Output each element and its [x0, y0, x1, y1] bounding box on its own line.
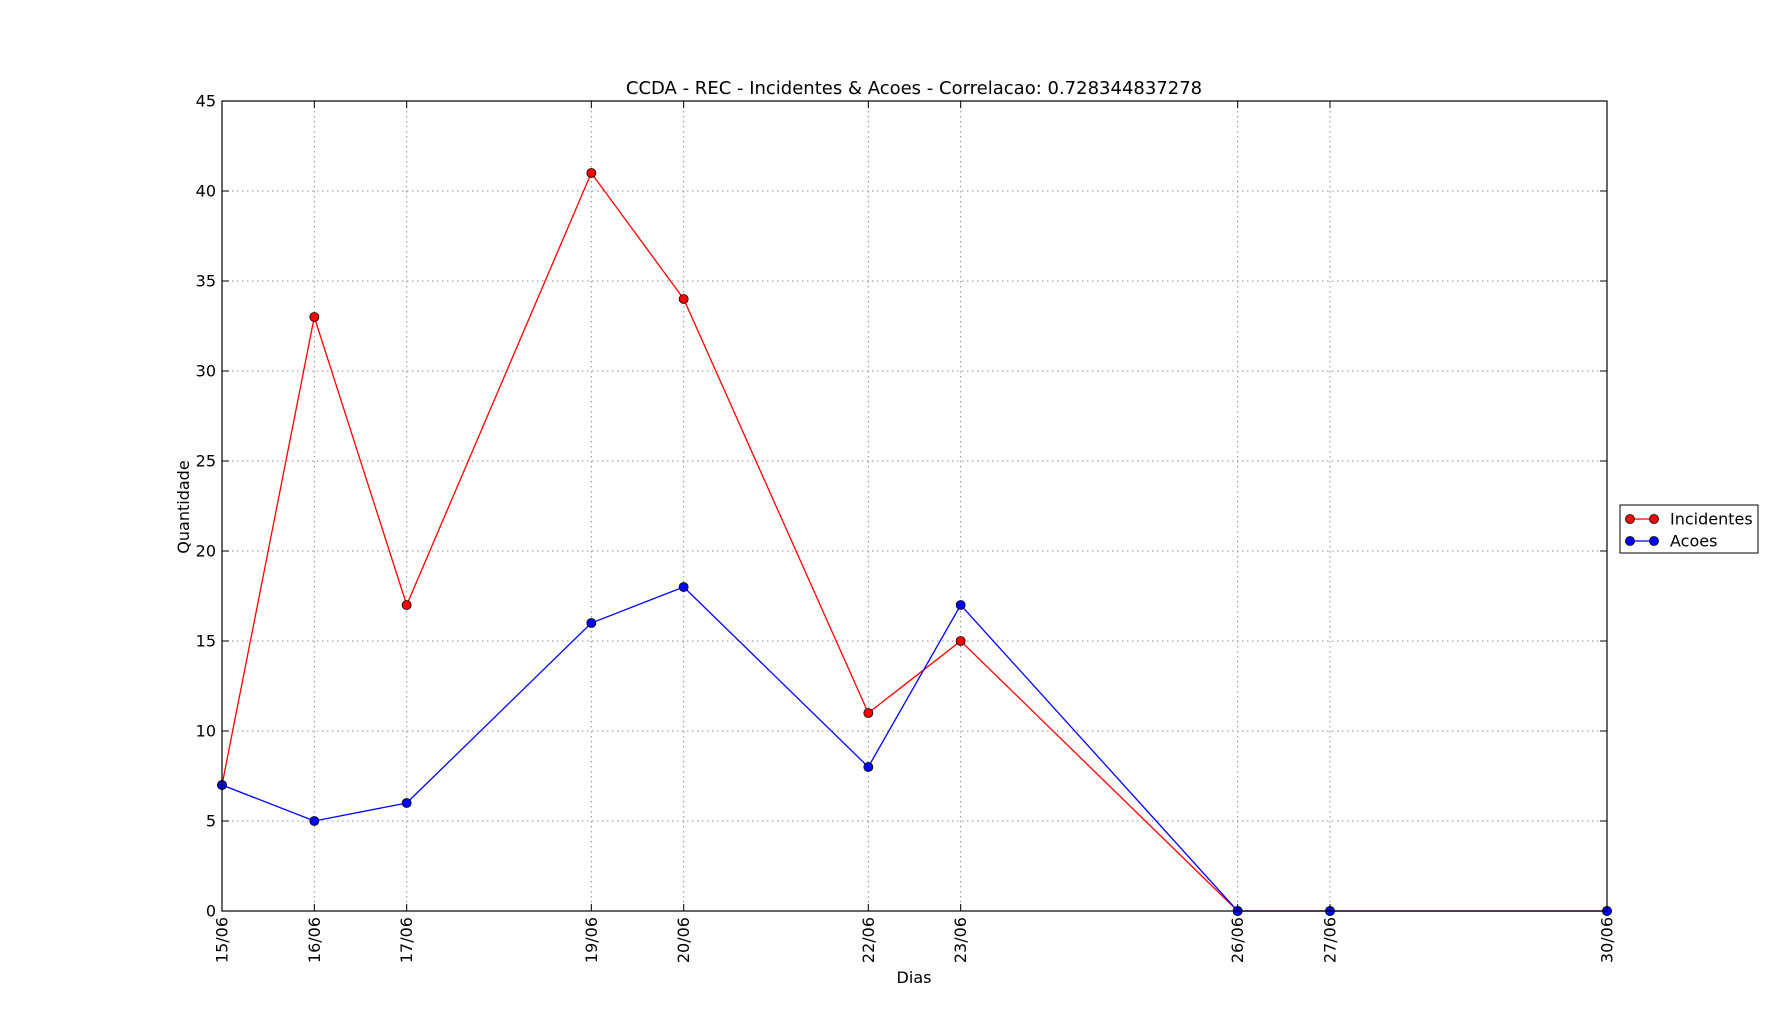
x-tick-label: 19/06 [582, 917, 601, 963]
data-point-acoes [678, 582, 689, 592]
series-line-incidentes [221, 171, 1607, 912]
x-tick-label: 23/06 [951, 917, 970, 963]
legend-label-incidentes: Incidentes [1670, 510, 1753, 529]
legend-marker-acoes [1649, 536, 1659, 546]
data-point-acoes [309, 816, 320, 826]
data-point-acoes [586, 618, 597, 628]
legend-label-acoes: Acoes [1670, 532, 1717, 551]
data-point-acoes [955, 600, 966, 610]
x-tick-label: 26/06 [1228, 917, 1247, 963]
y-tick-label: 25 [196, 452, 216, 471]
y-tick-label: 10 [196, 722, 216, 741]
x-tick-label: 17/06 [397, 917, 416, 963]
y-tick-label: 20 [196, 542, 216, 561]
y-tick-label: 0 [206, 902, 216, 921]
legend-marker-incidentes [1649, 514, 1659, 524]
legend-box [1619, 504, 1759, 554]
data-point-incidentes [863, 708, 874, 718]
data-point-incidentes [955, 636, 966, 646]
data-point-incidentes [309, 312, 320, 322]
x-tick-label: 22/06 [859, 917, 878, 963]
data-point-incidentes [586, 168, 597, 178]
data-point-acoes [401, 798, 412, 808]
plot-frame [221, 100, 1608, 912]
chart-title: CCDA - REC - Incidentes & Acoes - Correl… [626, 78, 1202, 99]
data-point-incidentes [401, 600, 412, 610]
legend-marker-incidentes [1625, 514, 1635, 524]
data-point-acoes [863, 762, 874, 772]
y-tick-label: 15 [196, 632, 216, 651]
x-tick-label: 20/06 [674, 917, 693, 963]
legend-marker-acoes [1625, 536, 1635, 546]
y-axis-label: Quantidade [174, 460, 193, 553]
x-tick-label: 30/06 [1598, 917, 1617, 963]
series-line-acoes [221, 586, 1607, 912]
y-tick-label: 30 [196, 362, 216, 381]
y-tick-label: 5 [206, 812, 216, 831]
x-axis-label: Dias [897, 968, 932, 987]
data-point-incidentes [678, 294, 689, 304]
y-tick-label: 35 [196, 272, 216, 291]
y-tick-label: 45 [196, 92, 216, 111]
x-tick-label: 16/06 [305, 917, 324, 963]
y-tick-label: 40 [196, 182, 216, 201]
x-tick-label: 27/06 [1321, 917, 1340, 963]
x-tick-label: 15/06 [213, 917, 232, 963]
